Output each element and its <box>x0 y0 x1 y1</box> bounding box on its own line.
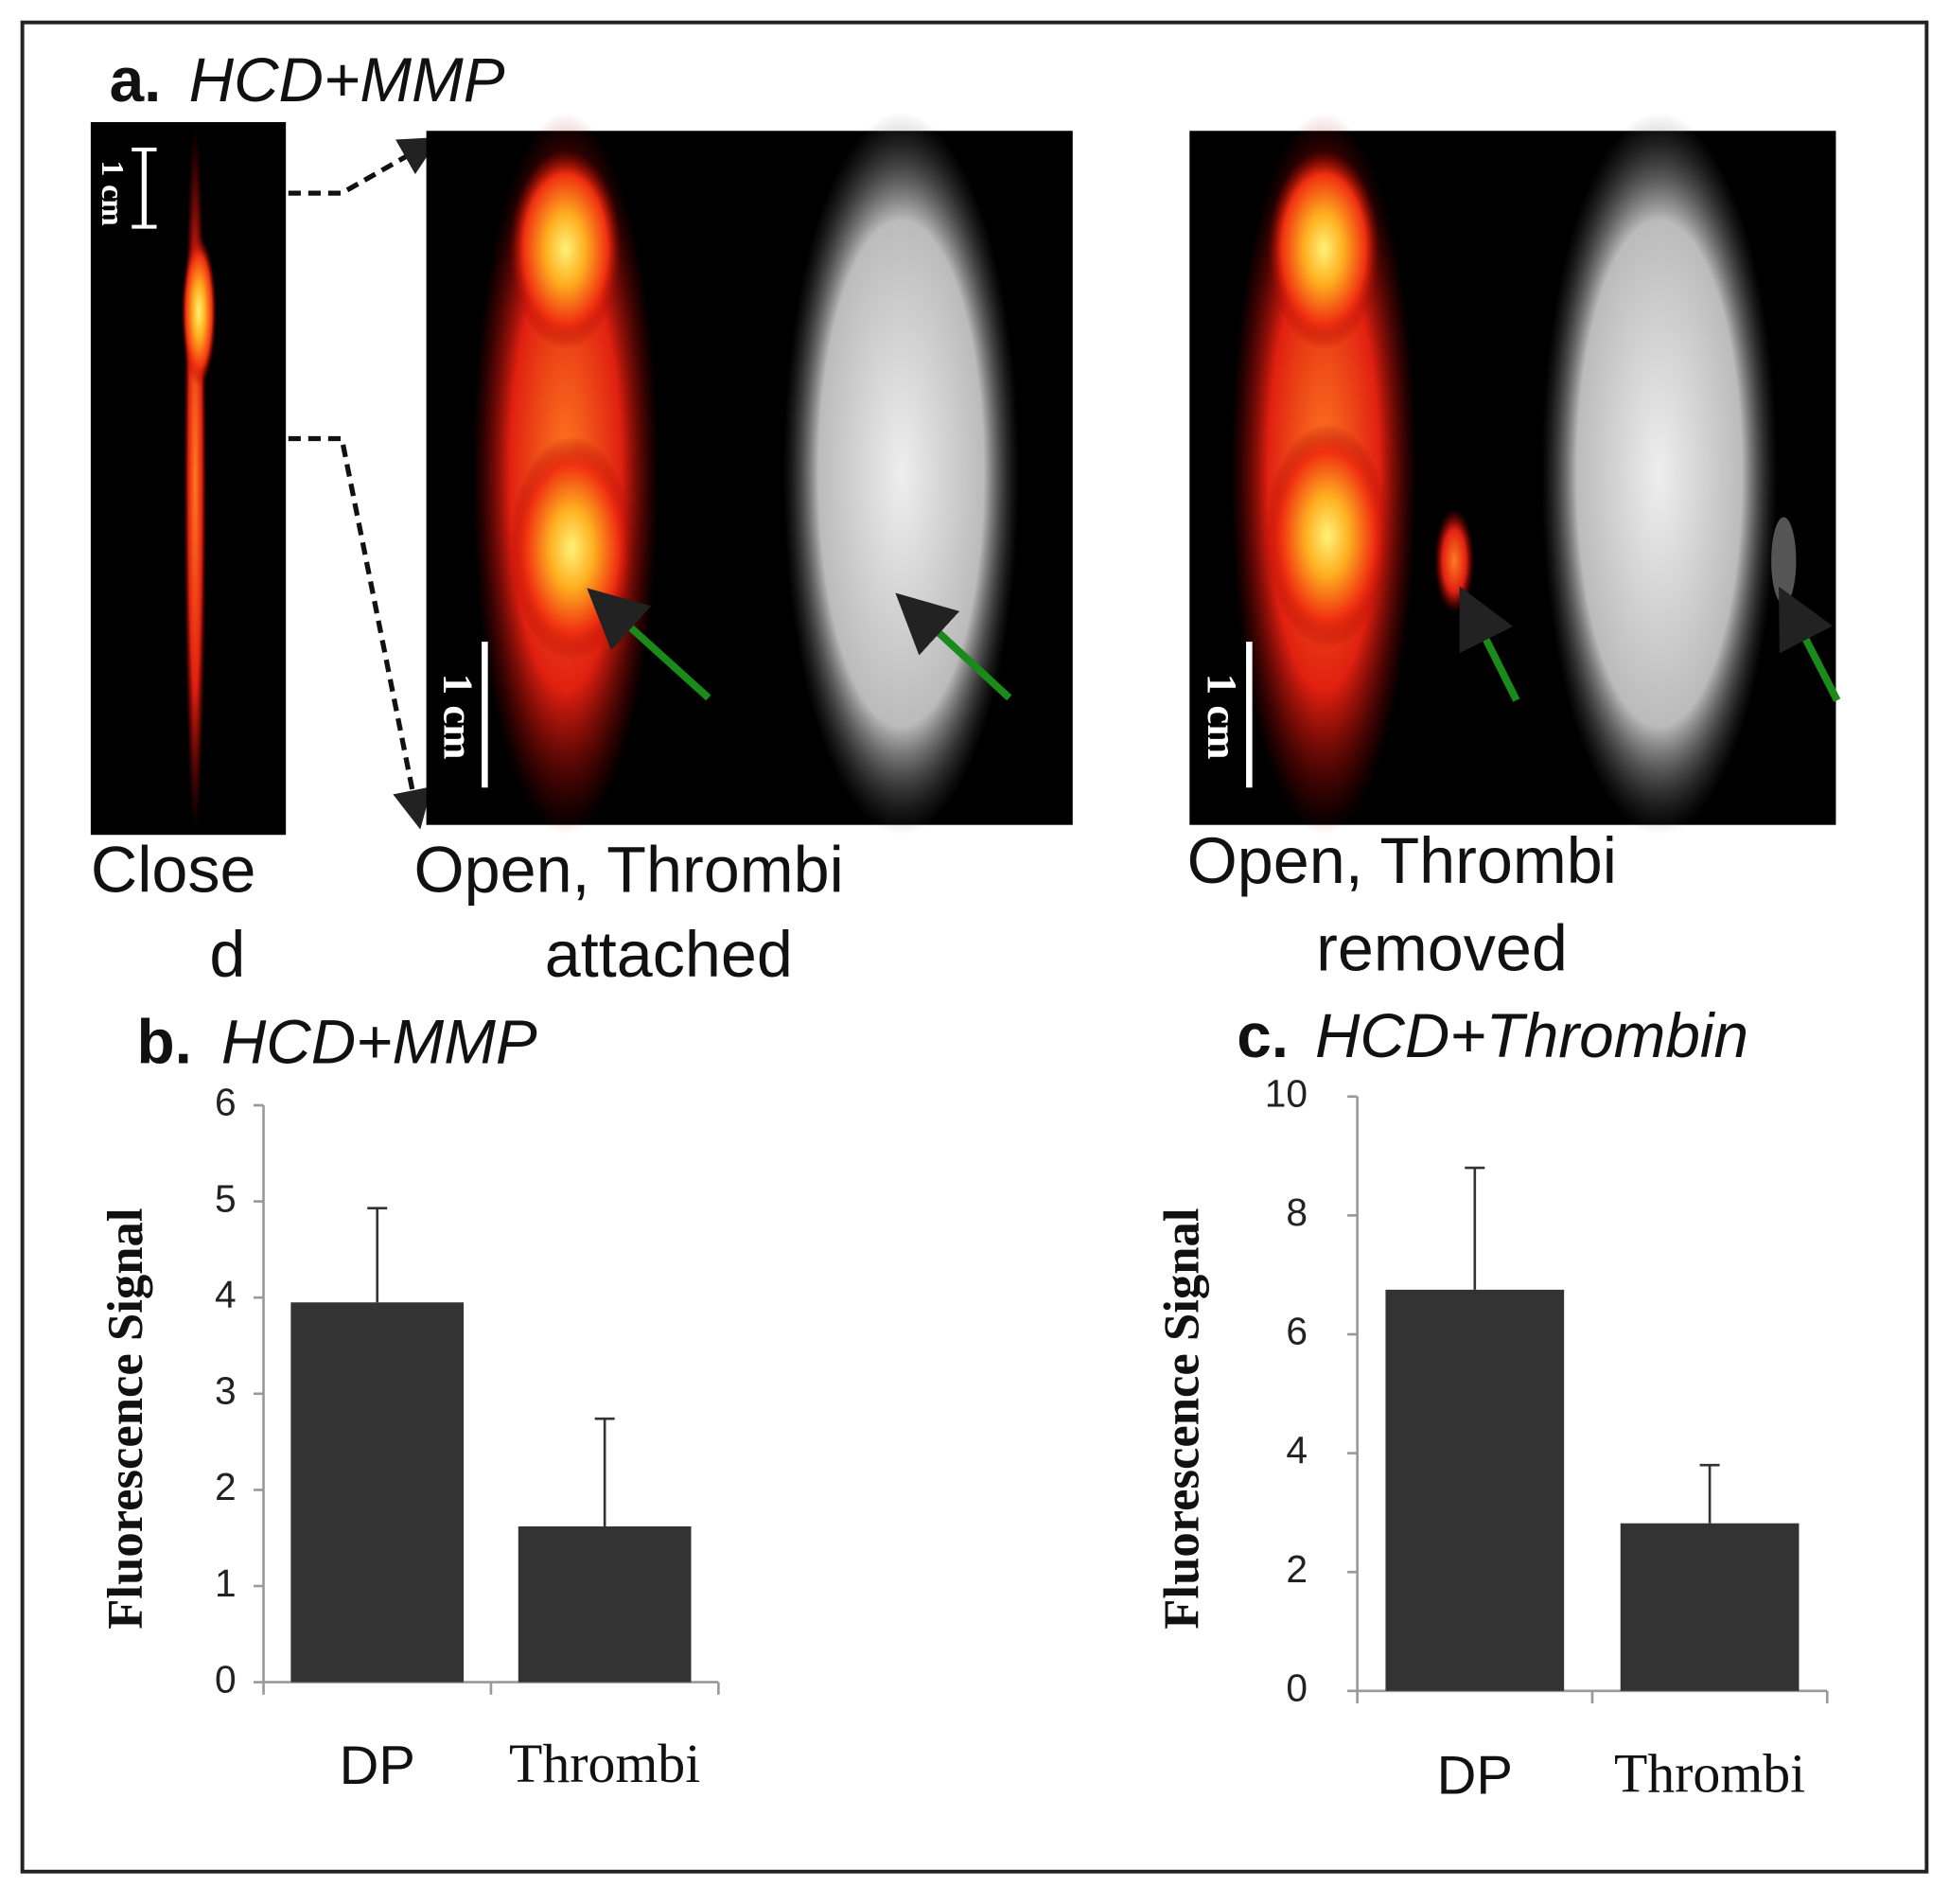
y-tick-label: 6 <box>1286 1310 1308 1353</box>
bar <box>1620 1523 1800 1691</box>
y-axis-label: Fluorescence Signal <box>1155 1208 1210 1630</box>
y-axis-label: Fluorescence Signal <box>98 1208 153 1630</box>
y-tick-label: 4 <box>1286 1428 1308 1472</box>
x-tick-label: Thrombi <box>1614 1743 1805 1805</box>
scale-label: 1 cm <box>95 160 130 225</box>
chart-title: HCD+Thrombin <box>1315 1000 1748 1070</box>
bar <box>290 1302 465 1683</box>
caption: removed <box>1316 912 1568 984</box>
x-tick-label: DP <box>1437 1746 1513 1807</box>
y-tick-label: 0 <box>215 1657 237 1701</box>
chart-label: c. <box>1237 1000 1289 1070</box>
connector <box>288 136 440 196</box>
panel-label: a. <box>110 44 162 115</box>
x-tick-label: DP <box>340 1736 415 1796</box>
y-tick-label: 10 <box>1265 1071 1308 1115</box>
bar <box>518 1526 692 1683</box>
image-closed: 1 cm <box>90 122 287 836</box>
frame <box>20 20 1929 1874</box>
y-tick-label: 8 <box>1286 1190 1308 1234</box>
y-tick-label: 6 <box>215 1081 237 1124</box>
image-open-removed: 1 cm <box>1189 112 1841 836</box>
connector <box>288 435 432 830</box>
panel-title: HCD+MMP <box>189 44 505 115</box>
caption: Open, Thrombi <box>413 834 843 906</box>
scale-label: 1 cm <box>434 674 482 760</box>
x-tick-label: Thrombi <box>509 1733 700 1794</box>
y-tick-label: 0 <box>1286 1666 1308 1710</box>
y-tick-label: 1 <box>215 1561 237 1605</box>
caption: Open, Thrombi <box>1187 825 1617 897</box>
y-tick-label: 5 <box>215 1176 237 1220</box>
chart-title: HCD+MMP <box>221 1006 537 1076</box>
bar <box>1385 1289 1565 1691</box>
y-tick-label: 2 <box>215 1465 237 1508</box>
scale-label: 1 cm <box>1199 674 1246 760</box>
chart-label: b. <box>137 1006 192 1076</box>
y-tick-label: 3 <box>215 1369 237 1413</box>
y-tick-label: 4 <box>215 1273 237 1316</box>
caption: Close <box>91 834 256 906</box>
y-tick-label: 2 <box>1286 1547 1308 1591</box>
caption: d <box>209 919 245 991</box>
image-open-attached: 1 cm <box>426 112 1073 836</box>
caption: attached <box>545 919 793 991</box>
